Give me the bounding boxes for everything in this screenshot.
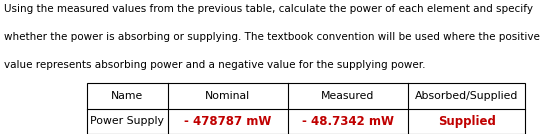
Text: - 478787 mW: - 478787 mW — [184, 115, 272, 128]
Text: Using the measured values from the previous table, calculate the power of each e: Using the measured values from the previ… — [4, 4, 533, 14]
Text: value represents absorbing power and a negative value for the supplying power.: value represents absorbing power and a n… — [4, 60, 426, 70]
Text: - 48.7342 mW: - 48.7342 mW — [302, 115, 394, 128]
Text: Measured: Measured — [321, 91, 375, 101]
Text: Supplied: Supplied — [438, 115, 496, 128]
Text: Absorbed/Supplied: Absorbed/Supplied — [415, 91, 518, 101]
Text: Nominal: Nominal — [205, 91, 250, 101]
Text: Power Supply: Power Supply — [90, 116, 164, 126]
Bar — [87, 83, 525, 134]
Text: whether the power is absorbing or supplying. The textbook convention will be use: whether the power is absorbing or supply… — [4, 32, 541, 42]
Text: Name: Name — [111, 91, 143, 101]
